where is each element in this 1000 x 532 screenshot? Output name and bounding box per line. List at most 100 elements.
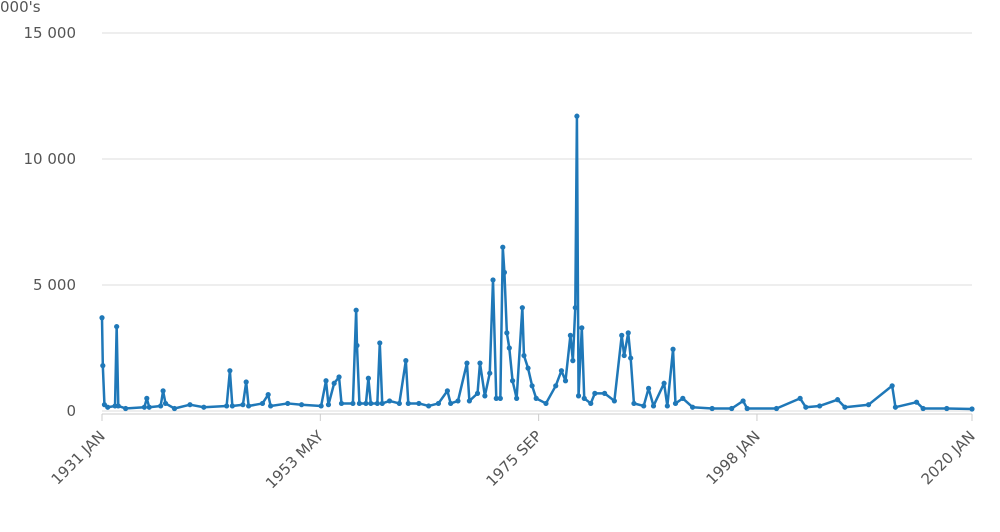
data-point	[969, 406, 975, 412]
data-point	[187, 402, 193, 408]
data-point	[892, 404, 899, 410]
data-point	[817, 403, 823, 409]
data-point	[466, 398, 472, 404]
data-point	[490, 277, 496, 283]
data-point	[201, 404, 207, 410]
data-point	[123, 405, 129, 412]
data-point	[243, 379, 249, 385]
data-point	[592, 390, 598, 396]
y-axis-label: 000's	[0, 0, 41, 16]
data-point	[625, 330, 631, 336]
data-point	[914, 399, 920, 405]
data-point	[543, 400, 549, 407]
data-point	[944, 405, 950, 412]
data-point	[709, 405, 715, 412]
data-point	[572, 305, 578, 311]
data-point	[162, 400, 169, 407]
data-point	[497, 395, 503, 401]
data-point	[553, 383, 559, 389]
data-point	[224, 403, 230, 409]
data-point	[689, 404, 696, 410]
data-point	[661, 380, 667, 386]
data-point	[363, 400, 369, 407]
data-point	[865, 402, 872, 408]
data-point	[803, 404, 809, 410]
series-line	[100, 114, 973, 411]
data-point	[664, 403, 670, 409]
data-point	[740, 398, 746, 404]
data-point	[920, 405, 926, 412]
data-point	[323, 378, 329, 384]
data-point	[403, 358, 409, 364]
data-point	[487, 370, 493, 376]
data-point	[619, 332, 625, 338]
data-point	[834, 397, 841, 403]
data-point	[579, 325, 585, 331]
data-point	[435, 400, 442, 407]
y-tick-label: 10 000	[24, 150, 77, 168]
data-point	[602, 390, 608, 396]
data-point	[318, 403, 324, 409]
y-tick-label: 5 000	[33, 276, 76, 294]
data-point	[514, 395, 520, 401]
data-point	[501, 269, 508, 275]
data-point	[500, 244, 506, 250]
data-point	[889, 383, 895, 389]
data-point	[227, 368, 233, 374]
data-point	[509, 378, 516, 384]
data-point	[670, 346, 676, 352]
data-point	[99, 315, 105, 321]
x-tick-label: 1953 MAY	[262, 427, 328, 493]
data-point	[558, 368, 565, 374]
data-point	[377, 340, 383, 346]
data-point	[744, 405, 750, 412]
data-point	[646, 385, 652, 391]
data-point	[386, 398, 393, 404]
y-tick-label: 0	[66, 402, 76, 420]
data-point	[160, 388, 166, 394]
data-point	[628, 355, 634, 361]
data-point	[641, 403, 647, 409]
data-point	[379, 400, 385, 407]
data-point	[331, 380, 337, 386]
data-point	[171, 405, 178, 412]
data-point	[621, 352, 627, 359]
data-point	[525, 365, 531, 371]
data-point	[158, 403, 164, 409]
data-point	[396, 400, 402, 407]
data-point	[265, 392, 271, 398]
data-point	[246, 403, 252, 409]
data-point	[448, 400, 454, 407]
data-point	[374, 400, 380, 407]
data-point	[482, 393, 488, 399]
data-point	[474, 390, 481, 396]
data-point	[444, 388, 450, 394]
data-point	[141, 404, 147, 410]
data-point	[368, 400, 374, 407]
data-point	[115, 403, 121, 409]
data-point	[519, 305, 525, 311]
data-point	[680, 395, 686, 401]
data-point	[562, 378, 569, 384]
y-tick-label: 15 000	[24, 24, 77, 42]
data-point	[240, 402, 246, 408]
data-point	[259, 400, 266, 407]
data-point	[797, 395, 803, 401]
data-point	[672, 400, 679, 407]
data-point	[529, 383, 535, 389]
data-point	[842, 404, 848, 410]
data-point	[350, 400, 356, 407]
x-tick-label: 1975 SEP	[483, 427, 546, 490]
x-tick-label: 1931 JAN	[48, 427, 109, 488]
data-point	[105, 404, 111, 410]
data-point	[570, 358, 576, 364]
data-point	[416, 400, 422, 407]
data-point	[729, 405, 735, 412]
data-point	[567, 332, 573, 338]
data-point	[285, 400, 291, 407]
data-point	[405, 400, 411, 407]
data-point	[773, 405, 780, 412]
data-point	[356, 400, 363, 407]
data-point	[268, 403, 274, 409]
